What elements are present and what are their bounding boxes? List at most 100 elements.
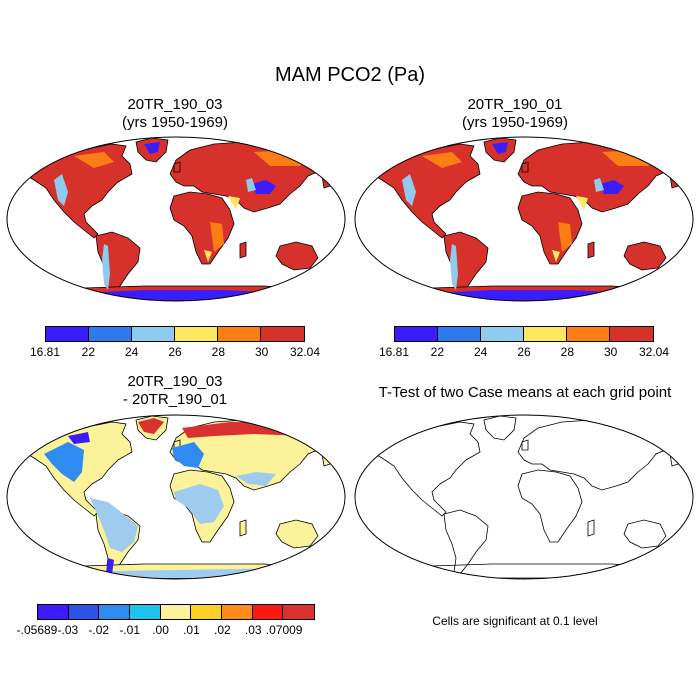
map-frame <box>354 414 694 580</box>
colorbar-label: -.01 <box>119 623 140 637</box>
colorbar-panel-2: 16.81 22 24 26 28 30 32.04 <box>379 326 669 362</box>
antarctic-peninsula <box>34 292 64 300</box>
rockies <box>54 174 68 206</box>
india-diff <box>236 472 276 486</box>
canada-deep-cold <box>68 432 90 444</box>
continent-greenland <box>483 415 517 441</box>
colorbar-swatch <box>481 327 524 341</box>
colorbar-swatch <box>89 327 132 341</box>
continent-australia <box>275 241 319 271</box>
tibet-rim <box>246 178 256 192</box>
colorbar-2-boxes <box>394 326 654 342</box>
colorbar-swatch <box>191 605 223 619</box>
continent-uk <box>521 161 529 173</box>
colorbar-swatch <box>99 605 131 619</box>
east-africa <box>210 222 224 252</box>
colorbar-label: -.05689 <box>16 623 58 637</box>
map-panel-1 <box>6 136 346 302</box>
greenland-ice <box>492 142 508 154</box>
east-africa <box>558 222 572 252</box>
panel-1-title: 20TR_190_03 (yrs 1950-1969) <box>40 96 310 132</box>
colorbar-label: .02 <box>213 623 231 637</box>
panel-3-title: 20TR_190_03 - 20TR_190_01 <box>40 373 310 409</box>
south-africa <box>204 250 212 262</box>
panel-2-years: (yrs 1950-1969) <box>462 114 568 131</box>
ocean <box>355 415 693 579</box>
panel-1-years: (yrs 1950-1969) <box>122 114 228 131</box>
colorbar-swatch <box>222 605 253 619</box>
colorbar-label: 16.81 <box>29 345 61 359</box>
arabia <box>228 196 240 210</box>
canada-orange <box>74 152 114 168</box>
colorbar-swatch <box>524 327 567 341</box>
panel-2-case-name: 20TR_190_01 <box>467 96 563 113</box>
significance-note: Cells are significant at 0.1 level <box>432 614 598 628</box>
colorbar-label: 32.04 <box>638 345 670 359</box>
south-africa <box>552 250 560 262</box>
panel-1-case-name: 20TR_190_03 <box>127 96 223 113</box>
continent-africa <box>517 469 583 543</box>
colorbar-label: 32.04 <box>289 345 321 359</box>
antarctic-peninsula <box>382 292 412 300</box>
africa-diff <box>174 484 224 524</box>
colorbar-label: 28 <box>211 345 226 359</box>
colorbar-label: 24 <box>124 345 139 359</box>
rockies <box>402 174 416 206</box>
colorbar-swatch <box>46 327 89 341</box>
colorbar-label: 26 <box>517 345 531 359</box>
colorbar-swatch <box>610 327 653 341</box>
continent-namerica <box>371 421 481 517</box>
panel-3-case-a: 20TR_190_03 <box>127 373 223 390</box>
europe-cold <box>172 442 204 468</box>
greenland-ice <box>144 142 160 154</box>
colorbar-label: 30 <box>254 345 269 359</box>
panel-4-ttest-title: T-Test of two Case means at each grid po… <box>378 384 672 401</box>
continent-madagascar <box>587 241 595 259</box>
andes <box>102 244 110 290</box>
colorbar-label: 22 <box>430 345 445 359</box>
continent-australia <box>623 241 667 271</box>
colorbar-1-boxes <box>45 326 305 342</box>
figure-title: MAM PCO2 (Pa) <box>274 64 426 86</box>
patagonia-diff <box>106 558 114 574</box>
colorbar-panel-1: 16.81 22 24 26 28 30 32.04 <box>30 326 320 362</box>
colorbar-label: .03 <box>244 623 262 637</box>
continent-uk <box>521 439 529 451</box>
panel-4-title: T-Test of two Case means at each grid po… <box>350 384 700 402</box>
colorbar-label: 30 <box>603 345 618 359</box>
continent-madagascar <box>587 519 595 537</box>
canada-orange <box>422 152 462 168</box>
map-frame <box>6 414 346 580</box>
colorbar-swatch <box>261 327 304 341</box>
colorbar-swatch <box>160 605 192 619</box>
continent-uk <box>173 161 181 173</box>
continent-madagascar <box>239 241 247 259</box>
colorbar-swatch <box>68 605 100 619</box>
map-panel-4-ttest <box>354 414 694 580</box>
colorbar-label: 26 <box>168 345 182 359</box>
colorbar-difference: -.05689 -.03 -.02 -.01 .00 .01 .02 .03.07009 <box>17 604 315 640</box>
north-america-cold <box>44 442 84 482</box>
colorbar-label: .01 <box>183 623 200 637</box>
colorbar-label: 22 <box>81 345 96 359</box>
colorbar-swatch <box>132 327 175 341</box>
panel-2-title: 20TR_190_01 (yrs 1950-1969) <box>380 96 650 132</box>
map-panel-3-difference <box>6 414 346 580</box>
continent-madagascar <box>239 519 247 537</box>
colorbar-swatch <box>218 327 261 341</box>
colorbar-3-boxes <box>37 604 315 620</box>
map-panel-2 <box>354 136 694 302</box>
tibet-low <box>252 180 276 194</box>
colorbar-swatch <box>438 327 481 341</box>
continent-australia <box>623 519 667 549</box>
colorbar-swatch <box>252 605 284 619</box>
colorbar-label: 28 <box>560 345 575 359</box>
map-frame <box>6 136 346 302</box>
colorbar-label: .07009 <box>265 623 303 637</box>
colorbar-swatch <box>175 327 218 341</box>
panel-3-case-b: - 20TR_190_01 <box>122 391 228 408</box>
arabia <box>576 196 588 210</box>
colorbar-swatch <box>283 605 315 619</box>
continent-samerica <box>443 509 489 575</box>
andes <box>450 244 458 290</box>
